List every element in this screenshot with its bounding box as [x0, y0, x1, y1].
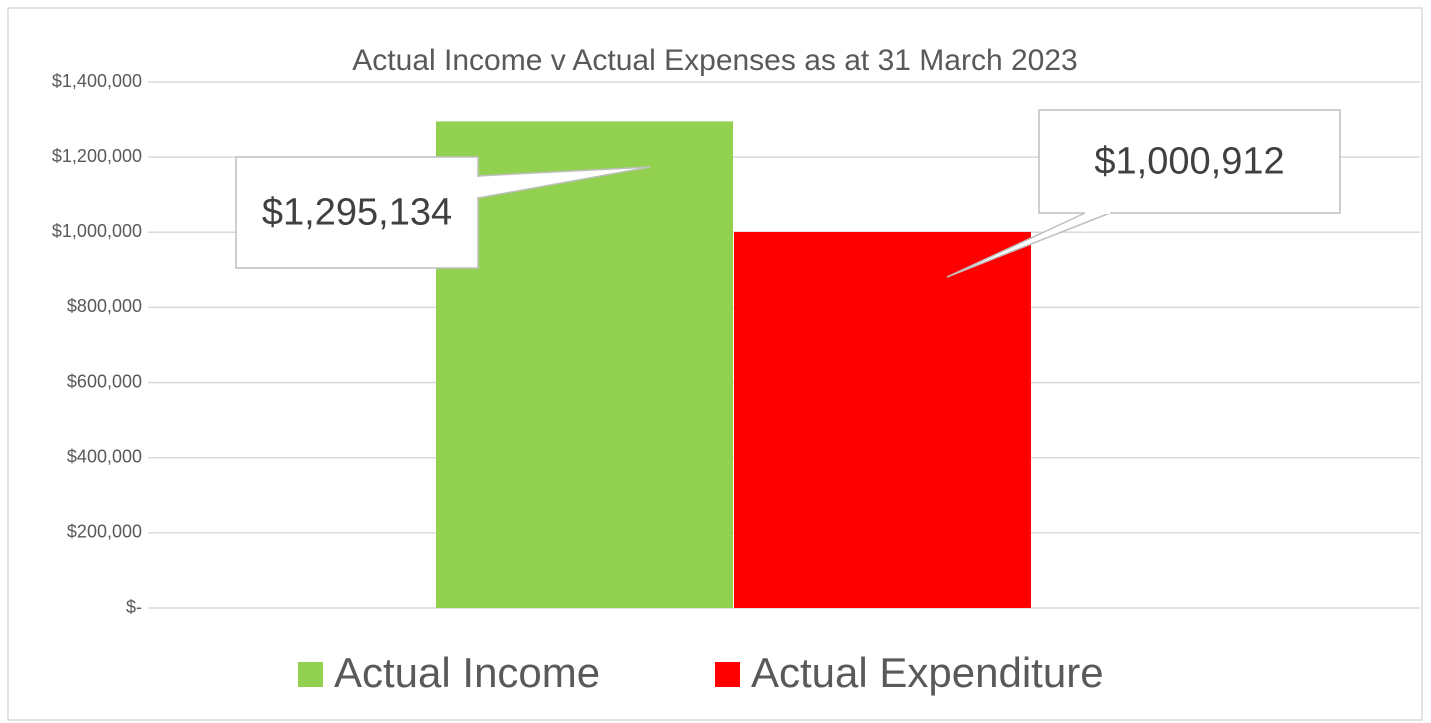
chart-title: Actual Income v Actual Expenses as at 31…: [352, 44, 1077, 77]
y-tick-label: $1,000,000: [52, 221, 142, 241]
legend-label: Actual Income: [334, 649, 600, 696]
bar: [734, 231, 1031, 609]
legend-swatch: [298, 662, 323, 687]
y-tick-label: $400,000: [67, 446, 142, 466]
bar: [436, 121, 733, 608]
y-tick-label: $200,000: [67, 522, 142, 542]
data-label: $1,295,134: [262, 192, 452, 234]
legend-swatch: [715, 662, 740, 687]
callout-box: [235, 156, 479, 269]
y-tick-label: $1,400,000: [52, 71, 142, 91]
callout-cover: [476, 177, 480, 197]
legend-label: Actual Expenditure: [751, 649, 1104, 696]
data-label: $1,000,912: [1094, 141, 1284, 183]
y-tick-label: $1,200,000: [52, 146, 142, 166]
callout-cover: [1085, 210, 1110, 214]
y-tick-label: $-: [126, 597, 142, 617]
callout-box: [1038, 109, 1341, 214]
y-tick-label: $600,000: [67, 371, 142, 391]
y-tick-label: $800,000: [67, 296, 142, 316]
